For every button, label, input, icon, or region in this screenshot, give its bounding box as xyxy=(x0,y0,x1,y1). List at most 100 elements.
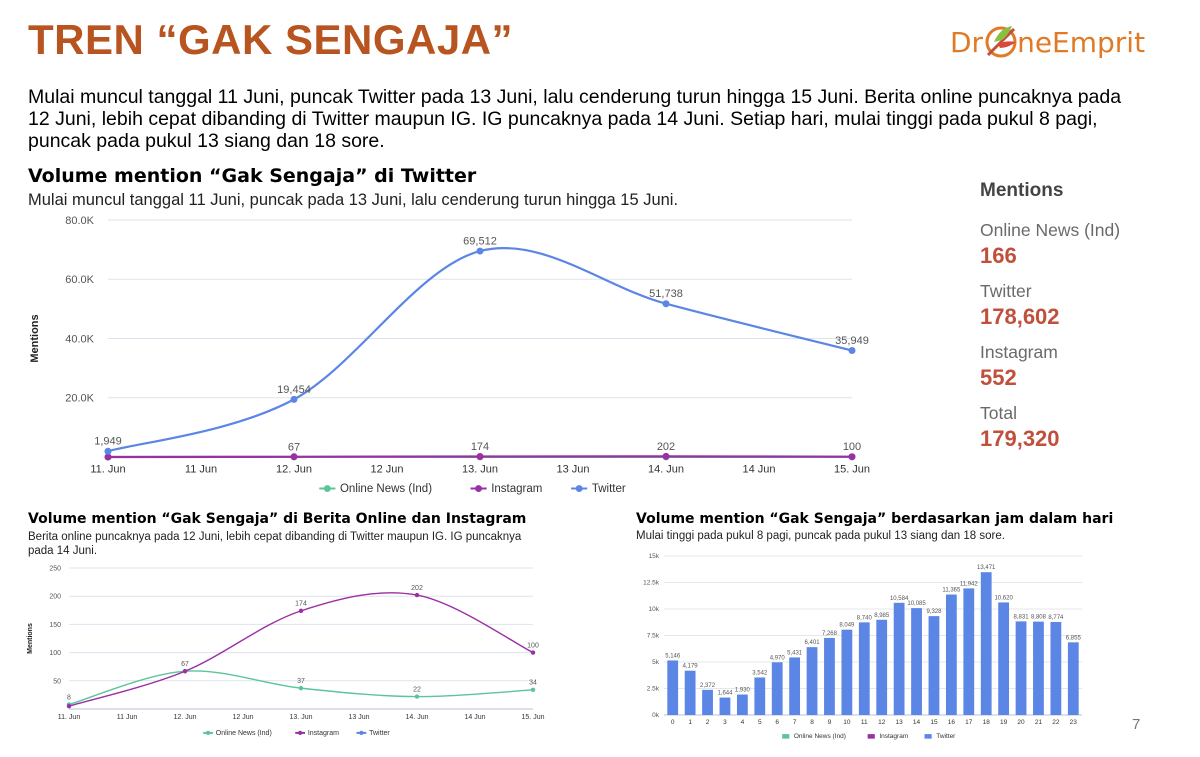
online-ig-chart-series-point xyxy=(66,703,72,709)
online-ig-chart-legend-marker-0 xyxy=(205,730,211,736)
online-ig-chart-data-label: 174 xyxy=(295,601,307,608)
twitter-chart-data-label: 100 xyxy=(843,441,861,453)
hourly-chart-ytick-label: 2.5k xyxy=(647,686,660,693)
hourly-chart-xtick-label: 12 xyxy=(878,719,886,726)
hourly-chart-data-label: 9,328 xyxy=(926,609,942,615)
hourly-chart-subtitle: Mulai tinggi pada pukul 8 pagi, puncak p… xyxy=(636,530,1005,542)
online-ig-chart-xtick-label: 15. Jun xyxy=(522,714,545,721)
hourly-chart-xtick-label: 9 xyxy=(828,719,832,726)
hourly-chart-xtick-label: 4 xyxy=(741,719,745,726)
online-ig-chart-xtick-label: 11 Jun xyxy=(117,714,138,721)
hourly-chart-ytick-label: 12.5k xyxy=(643,580,660,587)
page-number: 7 xyxy=(1132,716,1141,733)
hourly-chart-bar xyxy=(858,622,870,715)
online-ig-chart-xtick-label: 13 Jun xyxy=(348,714,369,721)
online-ig-chart-series-point xyxy=(414,694,420,699)
hourly-chart-bar xyxy=(893,602,905,715)
hourly-chart-data-label: 1,930 xyxy=(735,688,751,694)
hourly-chart-bar xyxy=(736,694,748,715)
twitter-chart-series-point xyxy=(104,453,112,461)
online-ig-chart-xtick-label: 13. Jun xyxy=(290,714,313,721)
twitter-chart-ytick-label: 80.0K xyxy=(65,215,94,227)
twitter-chart-subtitle: Mulai muncul tanggal 11 Juni, puncak pad… xyxy=(28,191,679,209)
hourly-chart-xtick-label: 5 xyxy=(758,719,762,726)
online-ig-chart-legend-marker-2 xyxy=(359,730,364,736)
twitter-chart-data-label: 174 xyxy=(471,441,489,453)
hourly-chart-bar xyxy=(667,660,679,715)
twitter-chart-series-point xyxy=(104,453,112,461)
hourly-chart-data-label: 13,471 xyxy=(977,565,996,571)
online-ig-chart-data-label: 67 xyxy=(181,661,189,668)
hourly-chart-xtick-label: 0 xyxy=(671,719,675,726)
hourly-chart-xtick-label: 16 xyxy=(948,719,956,726)
online-ig-chart-xtick-label: 14 Jun xyxy=(464,714,485,721)
hourly-chart-bar xyxy=(684,670,696,715)
twitter-chart-xtick-label: 14. Jun xyxy=(648,463,684,475)
hourly-chart-data-label: 11,942 xyxy=(960,581,979,587)
online-ig-chart-legend-label-2: Twitter xyxy=(369,730,390,737)
online-ig-chart-data-label: 34 xyxy=(529,680,537,687)
drone-emprit-logo: Dr neEmprit xyxy=(950,12,1165,72)
hourly-chart-bar xyxy=(876,619,888,715)
online-ig-chart-series-point xyxy=(298,685,304,691)
online-ig-chart-ytick-label: 150 xyxy=(49,622,61,629)
hourly-chart-xtick-label: 19 xyxy=(1000,719,1008,726)
hourly-chart-data-label: 8,774 xyxy=(1048,615,1064,621)
hourly-chart-data-label: 8,831 xyxy=(1014,614,1030,620)
twitter-chart-legend-label-1: Instagram xyxy=(491,483,542,495)
hourly-chart-xtick-label: 23 xyxy=(1070,719,1078,726)
twitter-chart-series-point xyxy=(662,300,670,308)
hourly-chart-data-label: 5,146 xyxy=(665,653,681,659)
mention-item-instagram: Instagram 552 xyxy=(980,342,1058,390)
twitter-chart-xtick-label: 13 Jun xyxy=(556,463,589,475)
twitter-chart-series-point xyxy=(662,453,670,461)
hourly-chart-title: Volume mention “Gak Sengaja” berdasarkan… xyxy=(636,511,1114,527)
twitter-chart-legend-marker-0 xyxy=(323,485,331,492)
twitter-chart-series-point xyxy=(848,453,856,461)
hourly-chart-bar xyxy=(806,647,818,715)
hourly-chart-legend-label-0: Online News (Ind) xyxy=(794,733,846,740)
hourly-chart-bar xyxy=(771,662,783,715)
hourly-chart-ytick-label: 5k xyxy=(652,659,660,666)
hourly-chart-data-label: 7,268 xyxy=(822,631,838,637)
hourly-chart-bar xyxy=(980,572,992,715)
hourly-chart-xtick-label: 17 xyxy=(965,719,973,726)
hourly-chart-bar xyxy=(789,657,801,715)
online-ig-chart-title: Volume mention “Gak Sengaja” di Berita O… xyxy=(28,511,527,527)
hourly-chart-legend-swatch-0 xyxy=(782,734,790,739)
twitter-chart-legend-marker-1 xyxy=(475,485,483,492)
hourly-chart-data-label: 8,740 xyxy=(857,615,873,621)
hourly-chart-xtick-label: 14 xyxy=(913,719,921,726)
twitter-chart-data-label: 51,738 xyxy=(649,288,683,300)
twitter-chart-series-line-1 xyxy=(107,455,853,459)
hourly-chart-data-label: 8,808 xyxy=(1031,615,1047,621)
twitter-chart-xtick-label: 11 Jun xyxy=(185,463,217,475)
hourly-chart-xtick-label: 6 xyxy=(775,719,779,726)
hourly-chart-xtick-label: 13 xyxy=(896,719,904,726)
hourly-chart-bar xyxy=(841,629,853,715)
hourly-chart-xtick-label: 10 xyxy=(843,719,851,726)
online-ig-chart-data-label: 202 xyxy=(411,585,423,592)
logo-text: Dr neEmprit xyxy=(950,26,1146,59)
hourly-chart-bar xyxy=(1015,621,1027,715)
online-ig-chart-legend-label-0: Online News (Ind) xyxy=(216,730,272,737)
hourly-chart-ytick-label: 7.5k xyxy=(647,633,660,640)
hourly-chart-bar xyxy=(719,697,731,715)
hourly-chart-data-label: 10,584 xyxy=(890,596,909,602)
online-ig-chart-xtick-label: 14. Jun xyxy=(406,714,429,721)
online-ig-chart-ytick-label: 250 xyxy=(49,565,61,572)
hourly-chart-bar xyxy=(702,689,713,715)
hourly-chart-data-label: 10,620 xyxy=(994,595,1013,601)
twitter-chart-ytick-label: 40.0K xyxy=(65,333,94,345)
online-ig-chart-series-point xyxy=(182,669,188,674)
hourly-chart-legend-swatch-2 xyxy=(924,734,932,739)
hourly-chart-data-label: 10,085 xyxy=(907,601,926,607)
hourly-chart-xtick-label: 8 xyxy=(810,719,814,726)
hourly-chart-bar xyxy=(754,677,766,715)
twitter-chart-xtick-label: 12. Jun xyxy=(276,463,312,475)
mention-item-twitter: Twitter 178,602 xyxy=(980,281,1060,329)
twitter-chart-series-point xyxy=(290,453,298,461)
twitter-chart-series-point xyxy=(290,453,298,461)
online-ig-chart-series-point xyxy=(530,650,536,655)
twitter-chart-series-point xyxy=(848,347,856,355)
